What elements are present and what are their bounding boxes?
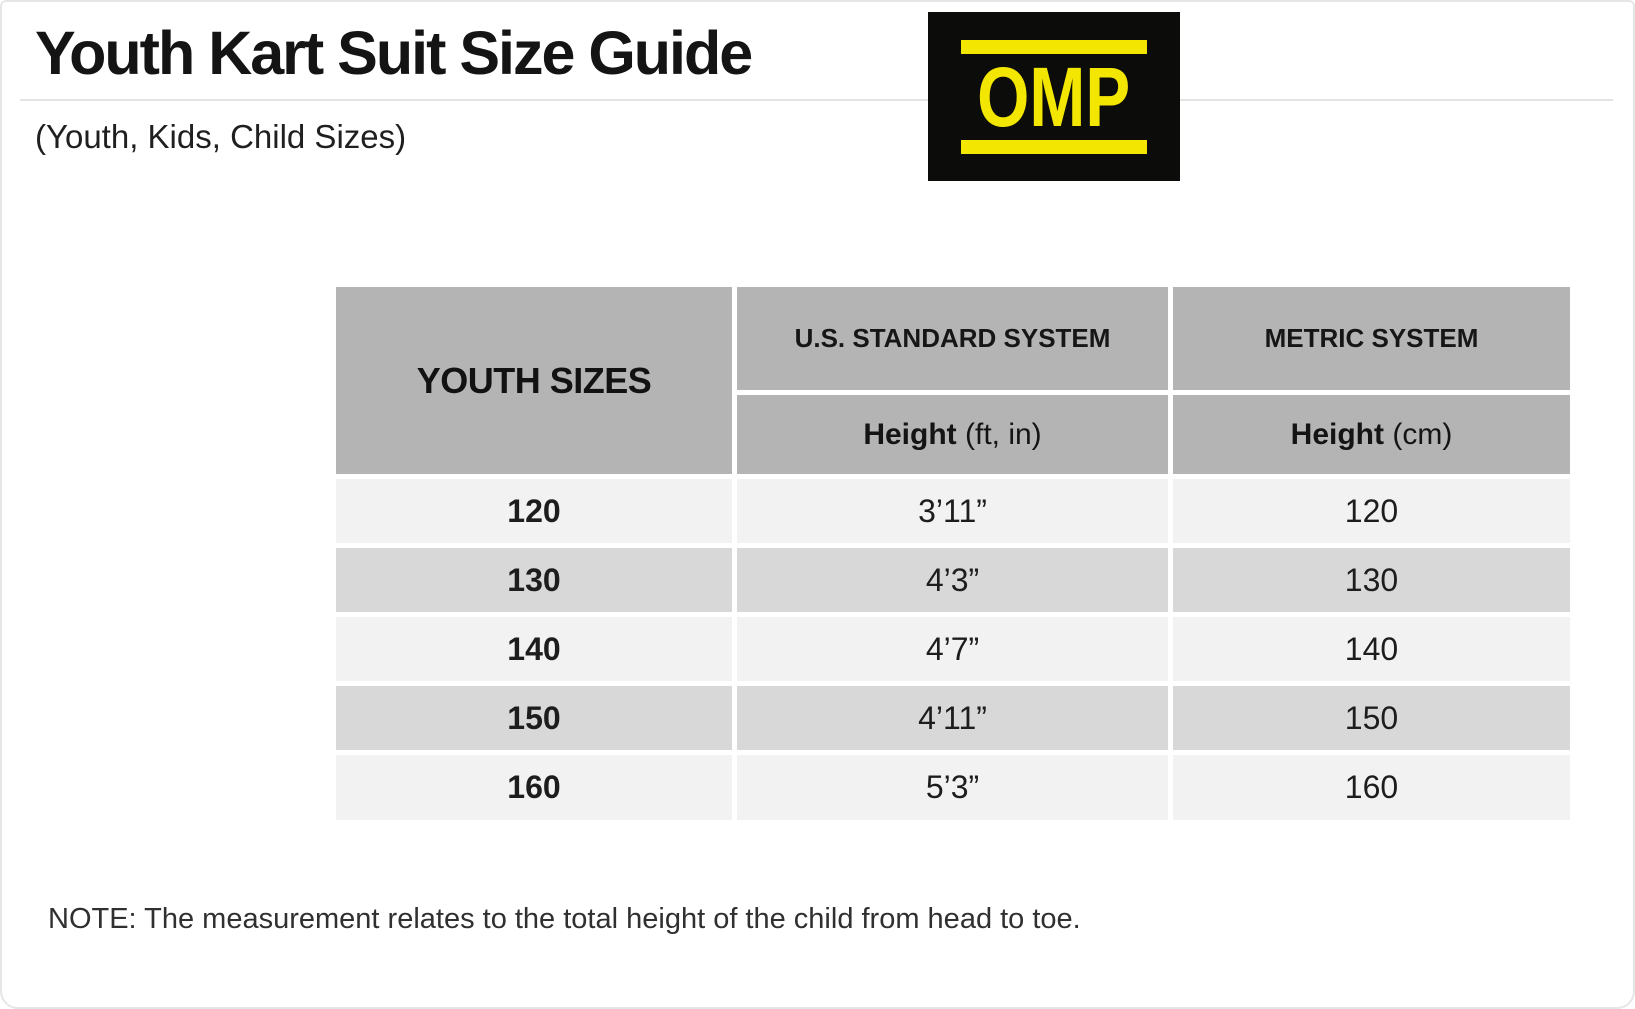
row-160-height-ft-in: 5’3” (737, 755, 1168, 820)
omp-logo-bar-top (961, 39, 1147, 54)
omp-logo: OMP (928, 12, 1180, 181)
sub-header-height-ft-in-bold: Height (863, 417, 957, 451)
row-140-size: 140 (336, 617, 732, 681)
omp-logo-bar-bottom (961, 139, 1147, 154)
sub-header-height-ft-in: Height (ft, in) (737, 395, 1168, 474)
row-130-height-ft-in: 4’3” (737, 548, 1168, 612)
row-120-size: 120 (336, 479, 732, 543)
col-header-us-standard-system: U.S. STANDARD SYSTEM (737, 287, 1168, 390)
row-130-size: 130 (336, 548, 732, 612)
row-140-height-ft-in: 4’7” (737, 617, 1168, 681)
row-150-height-cm: 150 (1173, 686, 1570, 750)
col-header-youth-sizes: YOUTH SIZES (336, 287, 732, 474)
note-text: NOTE: The measurement relates to the tot… (48, 903, 1081, 935)
sub-header-height-cm-unit: (cm) (1384, 417, 1453, 451)
row-140-height-cm: 140 (1173, 617, 1570, 681)
row-150-height-ft-in: 4’11” (737, 686, 1168, 750)
page-subtitle: (Youth, Kids, Child Sizes) (35, 118, 407, 155)
col-header-metric-system: METRIC SYSTEM (1173, 287, 1570, 390)
sub-header-height-cm-bold: Height (1290, 417, 1384, 451)
page-title: Youth Kart Suit Size Guide (35, 19, 753, 87)
header-divider (20, 99, 1613, 101)
row-160-size: 160 (336, 755, 732, 820)
size-guide-table: YOUTH SIZES U.S. STANDARD SYSTEM METRIC … (336, 287, 1570, 820)
row-120-height-ft-in: 3’11” (737, 479, 1168, 543)
sub-header-height-ft-in-unit: (ft, in) (956, 417, 1042, 451)
row-150-size: 150 (336, 686, 732, 750)
row-120-height-cm: 120 (1173, 479, 1570, 543)
omp-logo-text: OMP (977, 49, 1131, 144)
row-130-height-cm: 130 (1173, 548, 1570, 612)
sub-header-height-cm: Height (cm) (1173, 395, 1570, 474)
row-160-height-cm: 160 (1173, 755, 1570, 820)
